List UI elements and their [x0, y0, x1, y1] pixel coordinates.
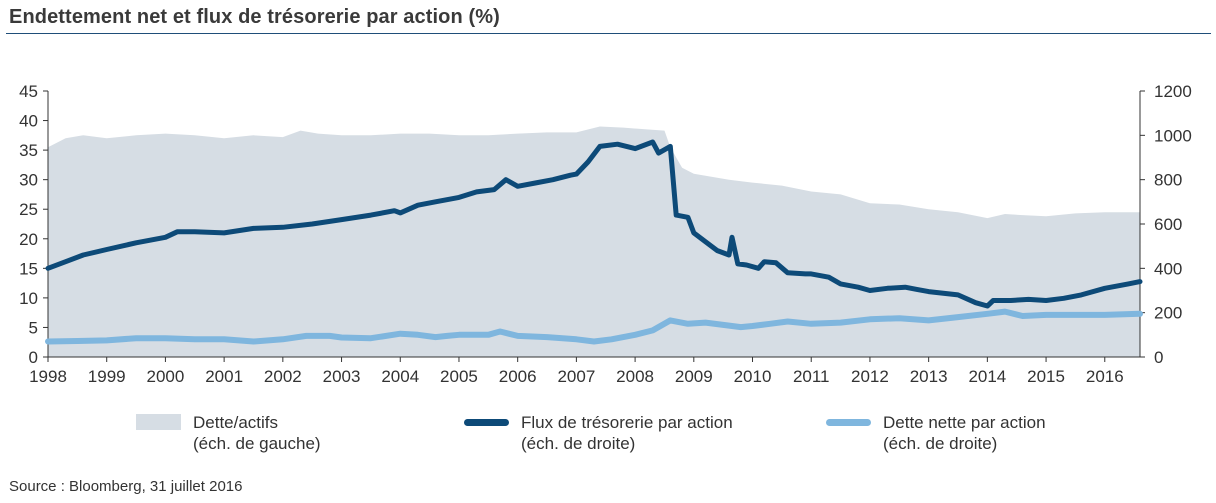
- legend-item-light: Dette nette par action (éch. de droite): [826, 412, 1046, 454]
- legend-label-light-2: (éch. de droite): [883, 434, 998, 453]
- legend-label-dark-2: (éch. de droite): [521, 434, 636, 453]
- axes-layer: [43, 90, 1145, 362]
- y-right-tick-label: 600: [1154, 215, 1182, 234]
- lines-layer: [45, 139, 1143, 345]
- y-left-tick-label: 45: [19, 82, 38, 101]
- legend-label-area-2: (éch. de gauche): [193, 434, 321, 453]
- y-left-tick-label: 5: [29, 318, 38, 337]
- y-right-tick-label: 0: [1154, 348, 1163, 367]
- x-tick-label: 2007: [557, 367, 595, 386]
- x-tick-label: 1999: [88, 367, 126, 386]
- legend-swatch-area: [136, 414, 181, 430]
- x-tick-label: 2000: [147, 367, 185, 386]
- y-right-tick-label: 800: [1154, 171, 1182, 190]
- legend-label-dark-1: Flux de trésorerie par action: [521, 413, 733, 432]
- chart-svg: 0 5 10 15 20 25 30 35 40 45 0 200 400 600 800 1000 1200 1…: [19, 82, 1192, 386]
- x-tick-label: 2016: [1086, 367, 1124, 386]
- x-tick-label: 2013: [910, 367, 948, 386]
- x-tick-label: 2012: [851, 367, 889, 386]
- series-line-flux-tresorerie: [45, 139, 1143, 309]
- legend-label-area-1: Dette/actifs: [193, 413, 279, 432]
- x-tick-label: 1998: [29, 367, 67, 386]
- legend-swatch-light: [826, 419, 871, 426]
- x-tick-label: 2006: [499, 367, 537, 386]
- x-tick-label: 2009: [675, 367, 713, 386]
- series-area-dette-actifs: [48, 126, 1140, 357]
- x-tick-label: 2003: [323, 367, 361, 386]
- legend-swatch-dark: [464, 419, 509, 426]
- y-left-tick-label: 35: [19, 141, 38, 160]
- y-left-tick-label: 15: [19, 259, 38, 278]
- x-tick-label: 2002: [264, 367, 302, 386]
- labels-layer: 0 5 10 15 20 25 30 35 40 45 0 200 400 600 800 1000 1200 1…: [19, 82, 1192, 386]
- area-layer: [48, 126, 1140, 357]
- x-tick-label: 2001: [205, 367, 243, 386]
- y-right-tick-label: 400: [1154, 259, 1182, 278]
- y-left-tick-label: 40: [19, 112, 38, 131]
- title-divider: [6, 33, 1211, 34]
- x-tick-label: 2015: [1027, 367, 1065, 386]
- x-tick-label: 2010: [734, 367, 772, 386]
- x-tick-label: 2011: [793, 367, 830, 386]
- x-tick-label: 2014: [968, 367, 1006, 386]
- y-left-tick-label: 0: [29, 348, 38, 367]
- y-left-tick-label: 20: [19, 230, 38, 249]
- y-left-tick-label: 10: [19, 289, 38, 308]
- x-tick-label: 2005: [440, 367, 478, 386]
- series-line-dette-nette: [45, 308, 1143, 345]
- x-tick-label: 2004: [381, 367, 419, 386]
- legend-item-area: Dette/actifs (éch. de gauche): [136, 412, 321, 454]
- y-right-tick-label: 1200: [1154, 82, 1192, 101]
- y-right-tick-label: 200: [1154, 304, 1182, 323]
- y-right-tick-label: 1000: [1154, 126, 1192, 145]
- source-note: Source : Bloomberg, 31 juillet 2016: [9, 478, 243, 495]
- legend-item-dark: Flux de trésorerie par action (éch. de d…: [464, 412, 733, 454]
- chart-title: Endettement net et flux de trésorerie pa…: [9, 6, 500, 28]
- legend-label-light-1: Dette nette par action: [883, 413, 1046, 432]
- x-tick-label: 2008: [616, 367, 654, 386]
- y-left-tick-label: 25: [19, 200, 38, 219]
- y-left-tick-label: 30: [19, 171, 38, 190]
